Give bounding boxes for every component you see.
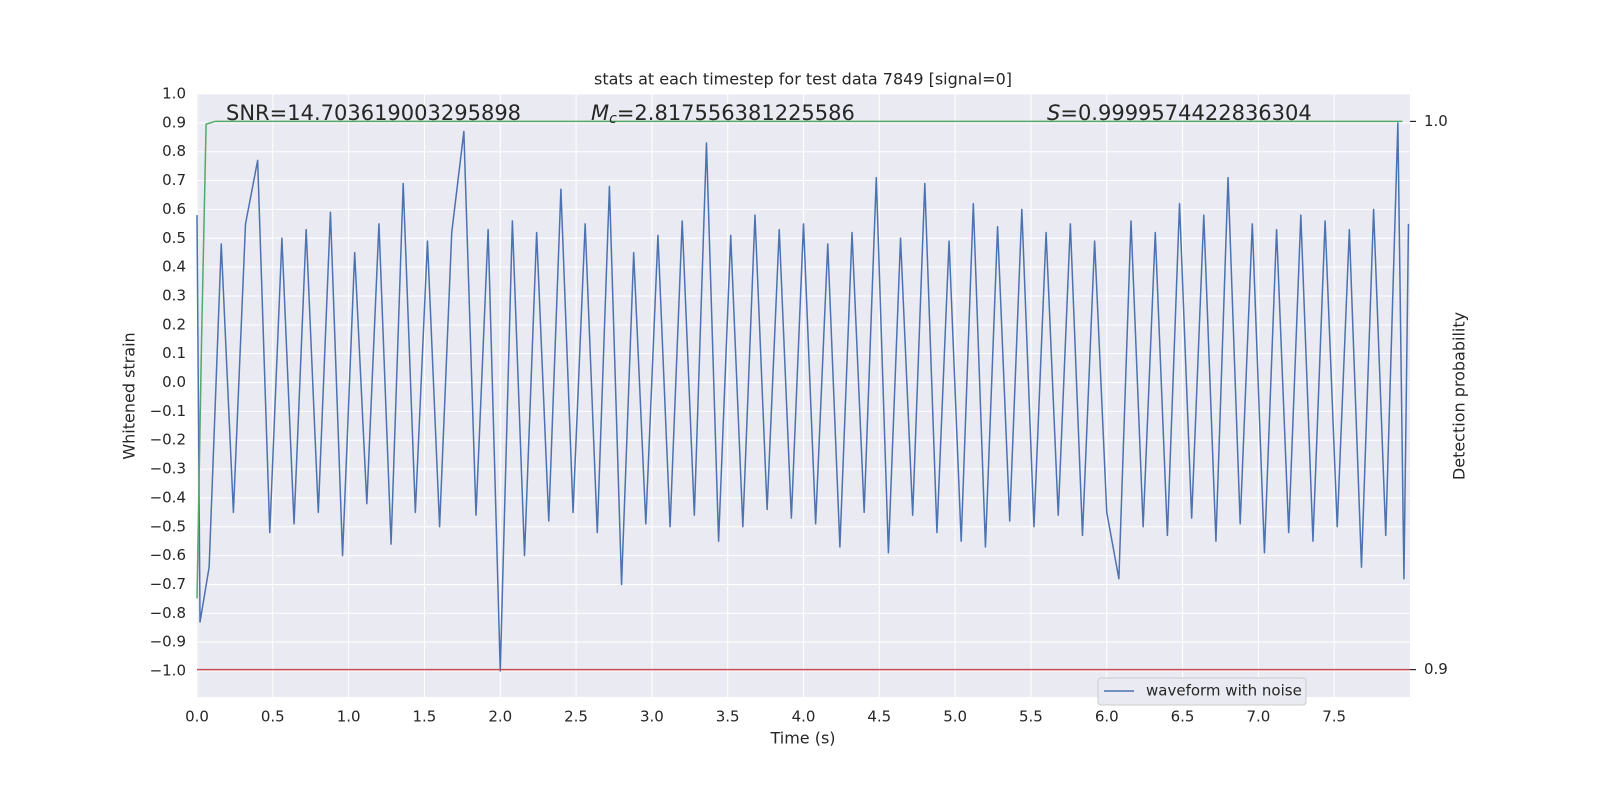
- y-tick-label: 0.9: [162, 113, 186, 131]
- y-tick-label: −0.4: [150, 488, 186, 506]
- series-line: [196, 122, 1410, 672]
- y-axis-label: Whitened strain: [120, 332, 139, 459]
- grid: [196, 93, 1410, 697]
- y-tick-label: 0.7: [162, 171, 186, 189]
- x-axis-label: Time (s): [769, 729, 835, 748]
- y-tick-label: 0.0: [162, 373, 186, 391]
- x-tick-label: 2.0: [488, 708, 512, 726]
- x-tick-label: 5.0: [943, 708, 967, 726]
- x-tick-label: 7.5: [1322, 708, 1346, 726]
- x-tick-label: 1.0: [337, 708, 361, 726]
- y2-axis-label: Detection probability: [1450, 312, 1469, 480]
- y-tick-label: −0.8: [150, 604, 186, 622]
- annotation-subscript: c: [609, 111, 617, 127]
- annotation-text: =0.9999574422836304: [1060, 101, 1311, 125]
- y-tick-label: −0.2: [150, 431, 186, 449]
- y-tick-label: 0.4: [162, 258, 186, 276]
- marks: [196, 120, 1410, 672]
- x-tick-label: 7.0: [1246, 708, 1270, 726]
- x-tick-label: 0.5: [261, 708, 285, 726]
- chart-title: stats at each timestep for test data 784…: [594, 70, 1012, 89]
- annotation: Mc=2.817556381225586: [591, 101, 855, 127]
- y-tick-label: −0.1: [150, 402, 186, 420]
- x-tick-label: 3.0: [640, 708, 664, 726]
- legend-label: waveform with noise: [1146, 682, 1302, 700]
- y-tick-label: 0.6: [162, 200, 186, 218]
- x-tick-label: 4.5: [867, 708, 891, 726]
- y-tick-label: 0.1: [162, 344, 186, 362]
- annotation: S=0.9999574422836304: [1047, 101, 1312, 125]
- labels: 0.0 0.5 1.0 1.5 2.0 2.5 3.0 3.5 4.0 4.5 5.0 5.5 6.0 6…: [150, 85, 1448, 726]
- y-tick-label: −1.0: [150, 662, 186, 680]
- y-tick-label: 0.5: [162, 229, 186, 247]
- y-tick-label: −0.5: [150, 517, 186, 535]
- legend-box: [1097, 677, 1307, 706]
- y2-tick-label: 0.9: [1424, 660, 1448, 678]
- y-tick-label: 1.0: [162, 85, 186, 103]
- x-tick-label: 0.0: [185, 708, 209, 726]
- annotation: SNR=14.703619003295898: [226, 101, 521, 125]
- x-tick-label: 6.0: [1095, 708, 1119, 726]
- x-tick-label: 2.5: [564, 708, 588, 726]
- y-tick-label: 0.2: [162, 315, 186, 333]
- annotation-text: =2.817556381225586: [617, 101, 855, 125]
- x-tick-label: 3.5: [716, 708, 740, 726]
- y-tick-label: −0.6: [150, 546, 186, 564]
- x-tick-label: 6.5: [1171, 708, 1195, 726]
- legend: waveform with noise: [1097, 677, 1307, 706]
- y2-tick-label: 1.0: [1424, 112, 1448, 130]
- y-tick-label: 0.8: [162, 142, 186, 160]
- x-tick-label: 1.5: [413, 708, 437, 726]
- y-tick-label: −0.7: [150, 575, 186, 593]
- annotation-symbol: M: [591, 101, 609, 125]
- y-tick-label: −0.9: [150, 633, 186, 651]
- annotation-symbol: S: [1047, 101, 1060, 125]
- y-tick-label: −0.3: [150, 460, 186, 478]
- series-line: [196, 120, 1403, 599]
- x-tick-label: 4.0: [792, 708, 816, 726]
- x-tick-label: 5.5: [1019, 708, 1043, 726]
- y-tick-label: 0.3: [162, 286, 186, 304]
